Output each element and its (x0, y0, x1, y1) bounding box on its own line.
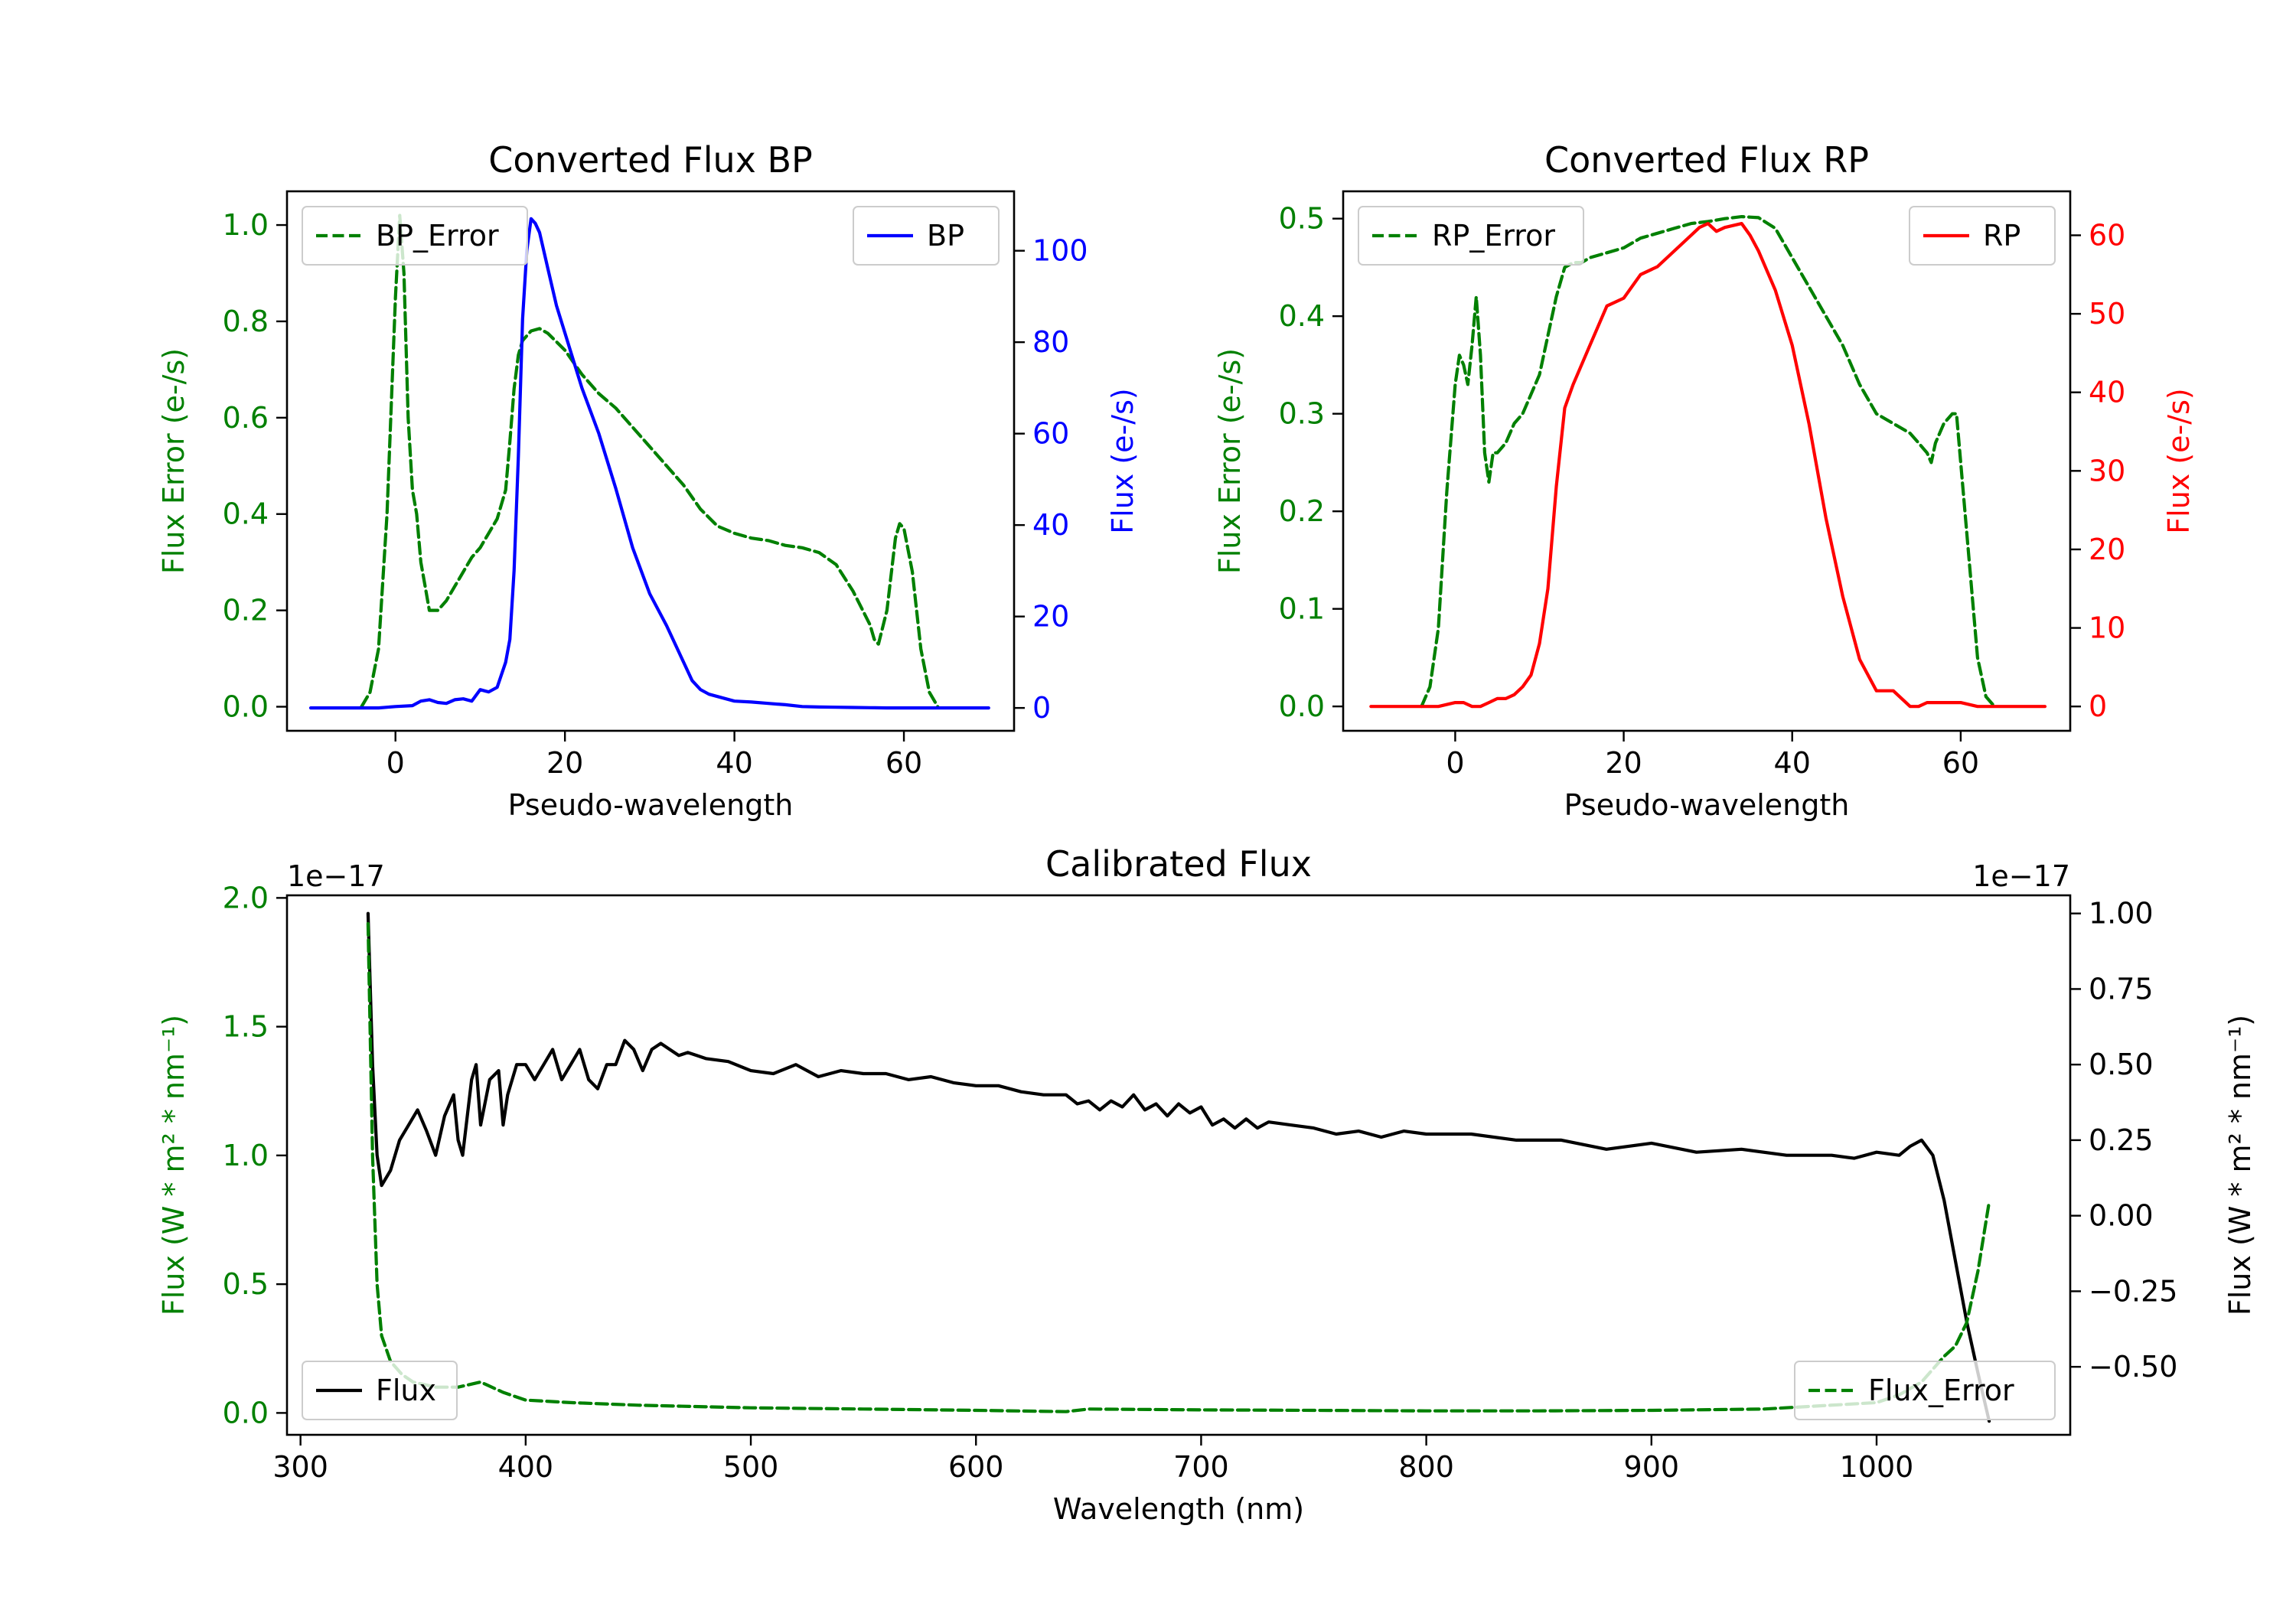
right-y-axis-label: Flux (W * m² * nm⁻¹) (2223, 1015, 2257, 1315)
series-line-bp (308, 217, 990, 710)
series-line-rp (1369, 222, 2047, 709)
left-y-axis-label: Flux Error (e-/s) (1213, 348, 1247, 574)
legend-box (1358, 206, 1584, 266)
right-y-axis-label: Flux (e-/s) (2162, 388, 2196, 533)
legend-flux: Flux (302, 1361, 458, 1420)
x-tick-label: 900 (1624, 1450, 1680, 1484)
right-y-tick-label: 0.75 (2089, 972, 2154, 1006)
legend-error: RP_Error (1358, 206, 1584, 266)
left-y-tick-label: 0.4 (1279, 299, 1325, 333)
x-tick-label: 40 (1774, 746, 1811, 780)
right-y-tick-label: 100 (1032, 234, 1088, 268)
chart-calibrated: 300 400 500 600 700 800 900 1000 0.0 0.5 1.0 1.5 2.0… (157, 843, 2257, 1526)
legend-label: Flux_Error (1868, 1374, 2014, 1407)
left-y-tick-label: 0.1 (1279, 592, 1325, 626)
right-y-tick-label: −0.25 (2089, 1274, 2177, 1308)
legend-label: Flux (376, 1374, 436, 1407)
right-y-tick-label: 1.00 (2089, 897, 2154, 931)
right-y-tick-label: 0 (1032, 691, 1051, 725)
plot-frame (285, 894, 2072, 1436)
chart-rp: 0 20 40 60 0.0 0.1 0.2 0.3 0.4 0.5 0 10 20 30 40 50 60 Co… (1213, 139, 2196, 822)
x-tick-label: 20 (546, 746, 583, 780)
left-axis-offset: 1e−17 (287, 859, 385, 893)
plot-frame (285, 190, 1016, 732)
right-axis-offset: 1e−17 (1972, 859, 2070, 893)
left-y-tick-label: 0.2 (223, 594, 269, 627)
x-tick-label: 60 (1942, 746, 1979, 780)
left-y-tick-label: 0.4 (223, 497, 269, 531)
chart-title: Converted Flux RP (1544, 139, 1869, 181)
x-axis-label: Pseudo-wavelength (1564, 788, 1850, 822)
right-y-tick-label: 80 (1032, 325, 1069, 359)
legend-label: BP (927, 219, 964, 253)
left-y-axis-label: Flux Error (e-/s) (157, 348, 191, 574)
right-y-tick-label: 60 (2089, 218, 2125, 252)
right-y-tick-label: 60 (1032, 417, 1069, 451)
legend-label: RP_Error (1432, 219, 1555, 253)
left-y-tick-label: 0.0 (223, 1396, 269, 1429)
legend-box (1909, 206, 2056, 266)
x-tick-label: 600 (948, 1450, 1004, 1484)
left-y-tick-label: 2.0 (223, 881, 269, 914)
legend-flux: BP (853, 206, 1000, 266)
right-y-tick-label: −0.50 (2089, 1350, 2177, 1384)
right-y-tick-label: 40 (1032, 508, 1069, 542)
x-axis-label: Pseudo-wavelength (508, 788, 794, 822)
right-y-tick-label: 40 (2089, 376, 2125, 409)
chart-title: Converted Flux BP (488, 139, 813, 181)
legend-box (302, 1361, 458, 1420)
legend-error: BP_Error (302, 206, 528, 266)
legend-box (853, 206, 1000, 266)
left-y-tick-label: 0.8 (223, 305, 269, 338)
x-tick-label: 40 (716, 746, 752, 780)
x-tick-label: 800 (1398, 1450, 1454, 1484)
left-y-tick-label: 0.0 (223, 690, 269, 724)
legend-label: BP_Error (376, 219, 499, 253)
x-tick-label: 1000 (1840, 1450, 1914, 1484)
left-y-tick-label: 0.3 (1279, 397, 1325, 431)
left-y-tick-label: 1.0 (223, 208, 269, 242)
legend-box (1794, 1361, 2056, 1420)
left-y-tick-label: 0.0 (1279, 689, 1325, 723)
left-y-tick-label: 0.2 (1279, 494, 1325, 528)
series-line-bp-error (360, 214, 940, 709)
series-line-flux-error (366, 921, 1991, 1413)
x-tick-label: 300 (272, 1450, 328, 1484)
x-tick-label: 0 (386, 746, 405, 780)
left-y-tick-label: 0.6 (223, 401, 269, 435)
x-axis-label: Wavelength (nm) (1053, 1492, 1304, 1526)
left-y-tick-label: 1.0 (223, 1139, 269, 1172)
x-tick-label: 700 (1173, 1450, 1229, 1484)
legend-flux-error: Flux_Error (1794, 1361, 2056, 1420)
right-y-tick-label: 0.00 (2089, 1199, 2154, 1233)
right-y-tick-label: 30 (2089, 454, 2125, 487)
legend-label: RP (1983, 219, 2020, 253)
right-y-axis-label: Flux (e-/s) (1106, 388, 1140, 533)
x-tick-label: 400 (498, 1450, 554, 1484)
x-tick-label: 20 (1605, 746, 1642, 780)
right-y-tick-label: 20 (2089, 533, 2125, 566)
series-line-flux (366, 911, 1991, 1423)
left-y-tick-label: 0.5 (223, 1267, 269, 1301)
left-y-axis-label: Flux (W * m² * nm⁻¹) (157, 1015, 191, 1315)
right-y-tick-label: 0.25 (2089, 1123, 2154, 1157)
legend-box (302, 206, 528, 266)
legend-flux: RP (1909, 206, 2056, 266)
chart-bp: 0 20 40 60 0.0 0.2 0.4 0.6 0.8 1.0 0 20 40 60 80 100 Con… (157, 139, 1140, 822)
plot-frame (1342, 190, 2072, 732)
series-line-rp-error (1420, 215, 1996, 709)
chart-title: Calibrated Flux (1045, 843, 1312, 885)
x-tick-label: 0 (1446, 746, 1464, 780)
right-y-tick-label: 50 (2089, 297, 2125, 331)
right-y-tick-label: 0.50 (2089, 1048, 2154, 1081)
right-y-tick-label: 10 (2089, 611, 2125, 645)
x-tick-label: 60 (885, 746, 922, 780)
left-y-tick-label: 1.5 (223, 1010, 269, 1044)
right-y-tick-label: 0 (2089, 689, 2107, 723)
right-y-tick-label: 20 (1032, 600, 1069, 634)
left-y-tick-label: 0.5 (1279, 202, 1325, 236)
x-tick-label: 500 (723, 1450, 779, 1484)
